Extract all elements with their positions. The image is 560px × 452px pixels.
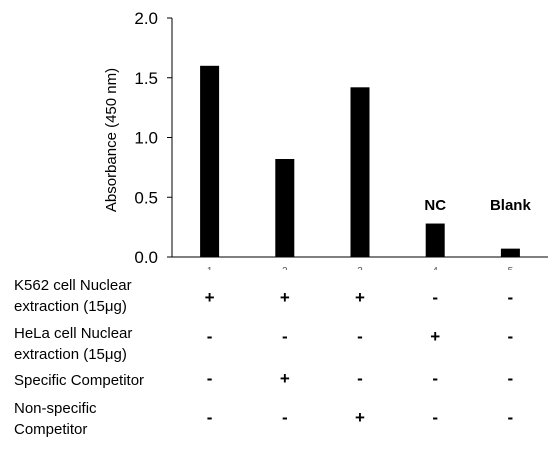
y-tick-label: 1.0 [134,129,158,148]
bar-chart: 0.0 0.5 1.0 1.5 2.0 1 2 3 4 5 NC Blank Absorbance… [103,9,548,270]
condition-sign: - [206,369,213,388]
y-axis: 0.0 0.5 1.0 1.5 2.0 [134,9,173,267]
bar [500,248,520,257]
bar-annotation: Blank [490,197,532,214]
condition-sign: + [355,288,365,307]
condition-row-label: Specific Competitor [14,370,144,391]
condition-sign: - [507,288,514,307]
condition-row-label-line: extraction (15μg) [14,298,127,315]
x-tick-label: 1 [207,266,213,270]
condition-row-label: HeLa cell Nuclear extraction (15μg) [14,323,132,365]
y-tick-label: 2.0 [134,9,158,28]
condition-sign: - [281,408,288,427]
condition-row-label-line: extraction (15μg) [14,346,127,363]
condition-row-label-line: Non-specific [14,400,97,417]
condition-sign: + [204,288,215,307]
y-tick-label: 0.0 [134,248,158,267]
condition-sign: - [432,408,439,427]
condition-sign: + [279,369,290,388]
condition-row-label: Non-specific Competitor [14,398,97,440]
condition-row-label-line: Specific Competitor [14,372,145,389]
condition-sign: - [206,327,213,346]
y-tick-label: 0.5 [134,188,158,207]
bar-annotation: NC [424,197,446,214]
condition-row-label: K562 cell Nuclear extraction (15μg) [14,275,132,317]
condition-sign: - [507,369,514,388]
condition-row-label-line: HeLa cell Nuclear [14,325,133,342]
condition-row-label-line: Competitor [14,421,88,438]
condition-sign: + [279,288,290,307]
condition-sign: + [355,408,365,427]
bars [200,65,520,257]
condition-sign: - [281,327,288,346]
condition-sign: - [357,369,363,388]
y-axis-label: Absorbance (450 nm) [103,68,120,212]
x-tick-label: 3 [357,266,363,270]
bar [275,159,295,257]
x-tick-label: 4 [432,266,438,270]
condition-sign: - [432,369,439,388]
condition-sign: - [507,327,514,346]
x-tick-label: 2 [282,266,288,270]
bar [425,223,445,257]
x-axis: 1 2 3 4 5 [172,256,548,270]
bar-annotations: NC Blank [424,197,531,214]
condition-sign: + [430,327,441,346]
bar [350,87,370,257]
y-tick-label: 1.5 [134,69,158,88]
bar [200,65,220,257]
condition-sign: - [357,327,363,346]
condition-sign: - [507,408,514,427]
condition-sign: - [432,288,439,307]
x-tick-label: 5 [508,266,514,270]
condition-sign: - [206,408,213,427]
condition-row-label-line: K562 cell Nuclear [14,277,132,294]
